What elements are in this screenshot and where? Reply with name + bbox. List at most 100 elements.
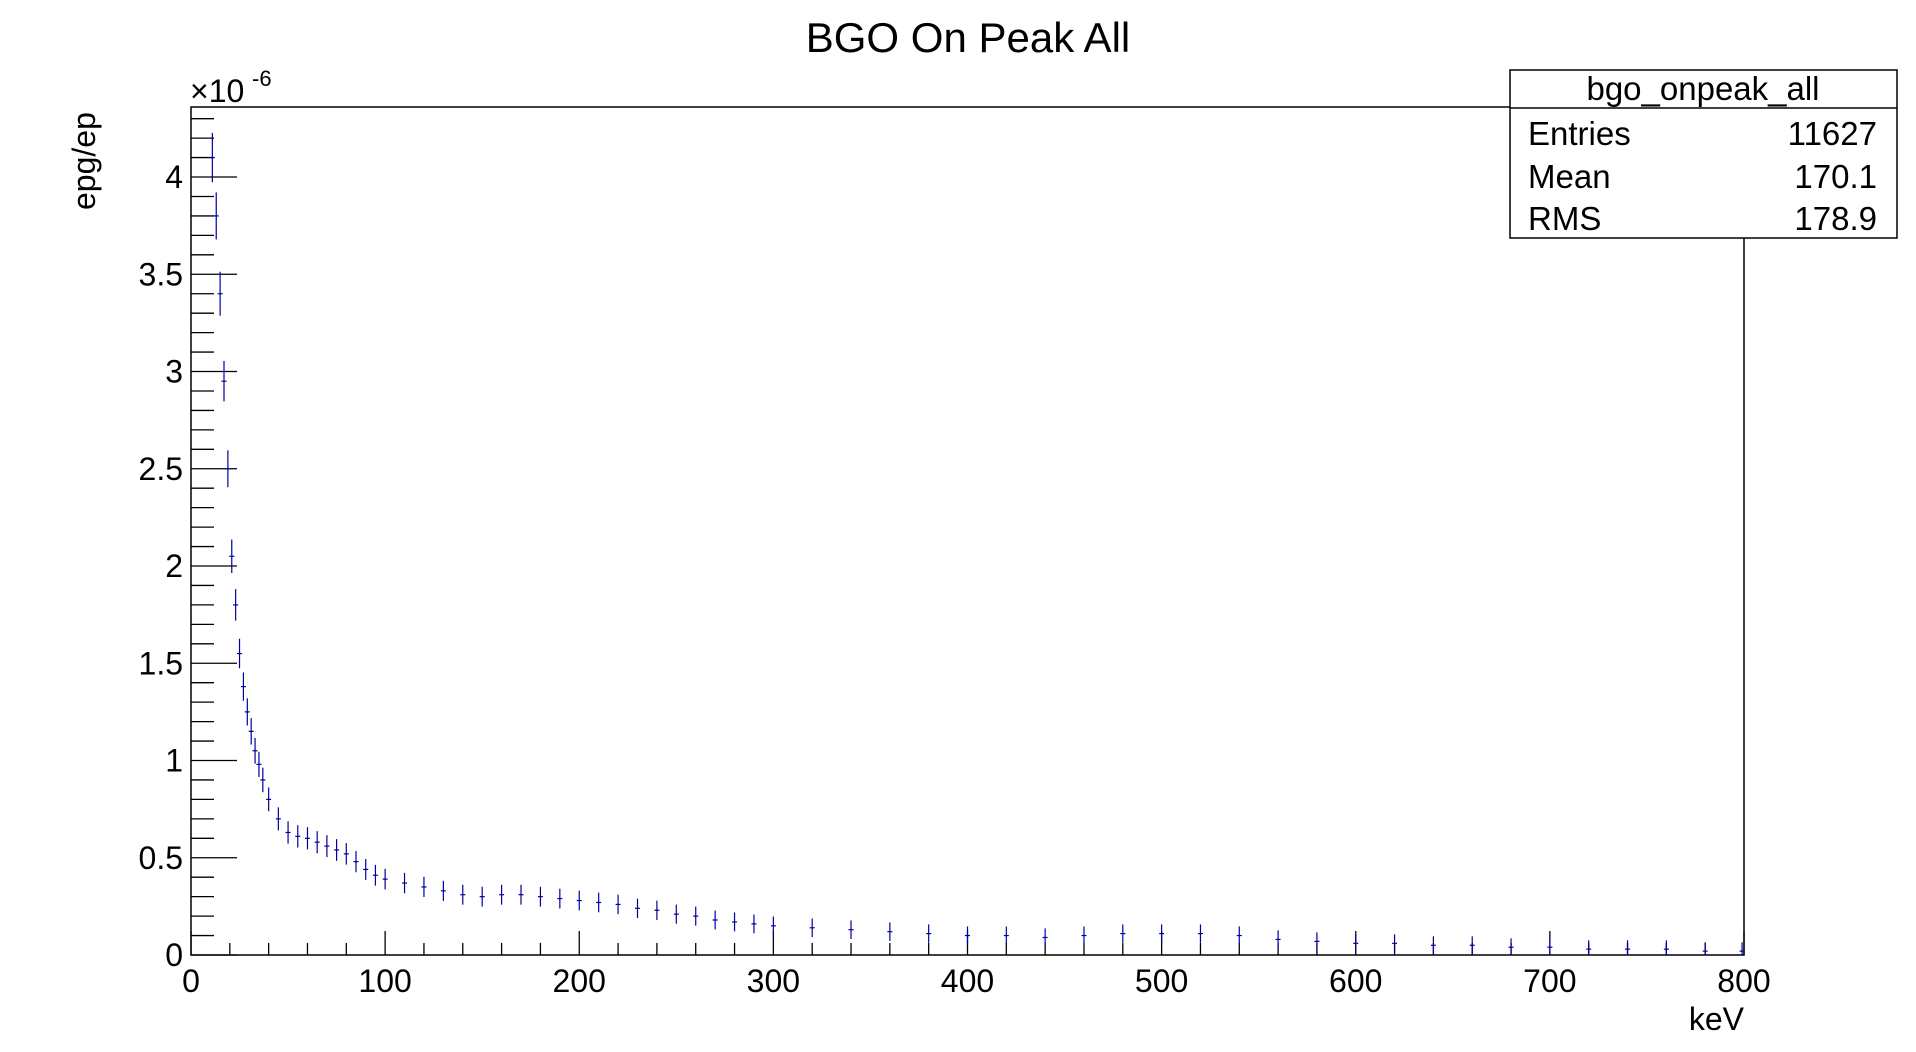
data-point	[1663, 940, 1669, 955]
x-tick-label: 600	[1329, 963, 1382, 999]
data-point	[1625, 940, 1631, 955]
data-point	[275, 807, 281, 831]
data-point	[1275, 930, 1281, 949]
data-point	[673, 904, 679, 924]
data-point	[1353, 934, 1359, 953]
data-point	[615, 894, 621, 915]
stats-box-name: bgo_onpeak_all	[1586, 70, 1819, 107]
data-point	[324, 835, 330, 858]
data-point	[1586, 940, 1592, 955]
data-point	[266, 787, 272, 812]
data-point	[256, 751, 262, 777]
chart-title: BGO On Peak All	[806, 14, 1130, 61]
data-point	[334, 839, 340, 861]
data-point	[229, 539, 235, 574]
data-point	[693, 906, 699, 926]
data-point	[248, 718, 254, 745]
x-tick-label: 200	[553, 963, 606, 999]
data-point	[499, 884, 505, 905]
data-point	[213, 192, 219, 240]
y-axis-label: epg/ep	[66, 112, 102, 210]
data-point	[295, 825, 301, 848]
data-point	[732, 912, 738, 932]
y-axis: 0 0.5 1 1.5 2 2.5 3 3.5 4	[139, 118, 237, 973]
y-exponent-value: -6	[252, 66, 272, 91]
y-exponent-label: ×10 -6	[190, 66, 272, 109]
data-point	[240, 672, 246, 701]
data-point	[518, 884, 524, 905]
data-point	[848, 920, 854, 939]
y-tick-label: 0.5	[139, 840, 183, 876]
data-point	[1430, 936, 1436, 955]
stats-entries-label: Entries	[1528, 115, 1631, 152]
x-tick-label: 400	[941, 963, 994, 999]
data-point	[402, 872, 408, 894]
data-point	[1508, 938, 1514, 955]
x-tick-label: 700	[1523, 963, 1576, 999]
data-point	[712, 910, 718, 930]
y-tick-label: 2.5	[139, 451, 183, 487]
x-tick-label: 300	[747, 963, 800, 999]
data-point	[887, 922, 893, 941]
data-point	[926, 924, 932, 943]
data-point	[1003, 926, 1009, 945]
data-point	[233, 589, 239, 621]
data-point	[1739, 942, 1745, 955]
data-point	[421, 876, 427, 898]
stats-box: bgo_onpeak_all Entries 11627 Mean 170.1 …	[1509, 69, 1898, 239]
y-tick-label: 4	[165, 159, 183, 195]
data-point	[654, 900, 660, 920]
data-point	[751, 914, 757, 934]
stats-rms-label: RMS	[1528, 200, 1601, 237]
x-tick-label: 100	[358, 963, 411, 999]
x-tick-label: 0	[182, 963, 200, 999]
y-tick-label: 3	[165, 354, 183, 390]
data-points	[209, 132, 1745, 955]
data-point	[576, 890, 582, 911]
data-point	[343, 843, 349, 865]
data-point	[965, 926, 970, 945]
data-point	[1081, 926, 1087, 945]
stats-mean-label: Mean	[1528, 158, 1611, 195]
data-point	[460, 884, 466, 905]
stats-rms-value: 178.9	[1794, 200, 1877, 237]
data-point	[252, 737, 258, 764]
stats-mean-value: 170.1	[1794, 158, 1877, 195]
x-tick-label: 500	[1135, 963, 1188, 999]
data-point	[1314, 932, 1320, 951]
y-tick-label: 1	[165, 743, 183, 779]
y-tick-label: 2	[165, 548, 183, 584]
data-point	[217, 271, 223, 316]
svg-text:×10: ×10	[190, 73, 244, 109]
data-point	[260, 767, 266, 793]
data-point	[363, 858, 369, 880]
data-point	[479, 886, 485, 907]
x-tick-label: 800	[1717, 963, 1770, 999]
data-point	[1547, 938, 1553, 955]
data-point	[285, 821, 291, 844]
data-point	[314, 831, 320, 854]
data-point	[1469, 936, 1475, 955]
stats-box-frame	[1509, 69, 1898, 239]
data-point	[221, 361, 227, 402]
x-axis: 0 100 200 300 400 500 600 700 800	[182, 931, 1771, 999]
data-point	[353, 851, 359, 873]
data-point	[372, 864, 378, 886]
x-axis-label: keV	[1689, 1001, 1745, 1037]
y-tick-label: 3.5	[139, 256, 183, 292]
data-point	[237, 638, 243, 669]
data-point	[537, 886, 543, 907]
data-point	[809, 918, 815, 938]
data-point	[634, 898, 640, 919]
data-point	[209, 132, 215, 183]
data-point	[225, 450, 231, 488]
data-point	[244, 698, 250, 726]
data-point	[1159, 924, 1165, 943]
data-point	[1392, 934, 1398, 953]
data-point	[1197, 924, 1203, 943]
data-point	[440, 880, 446, 901]
stats-entries-value: 11627	[1788, 115, 1877, 152]
data-point	[557, 888, 563, 909]
data-point	[1702, 942, 1708, 955]
